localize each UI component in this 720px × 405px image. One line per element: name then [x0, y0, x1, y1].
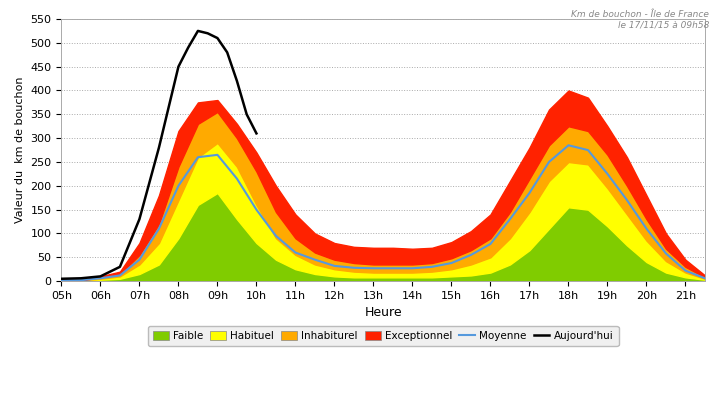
Y-axis label: Valeur du  km de bouchon: Valeur du km de bouchon: [15, 77, 25, 223]
Legend: Faible, Habituel, Inhabiturel, Exceptionnel, Moyenne, Aujourd'hui: Faible, Habituel, Inhabiturel, Exception…: [148, 326, 618, 346]
Text: Km de bouchon - Île de France
le 17/11/15 à 09h58: Km de bouchon - Île de France le 17/11/1…: [572, 10, 709, 30]
X-axis label: Heure: Heure: [364, 307, 402, 320]
